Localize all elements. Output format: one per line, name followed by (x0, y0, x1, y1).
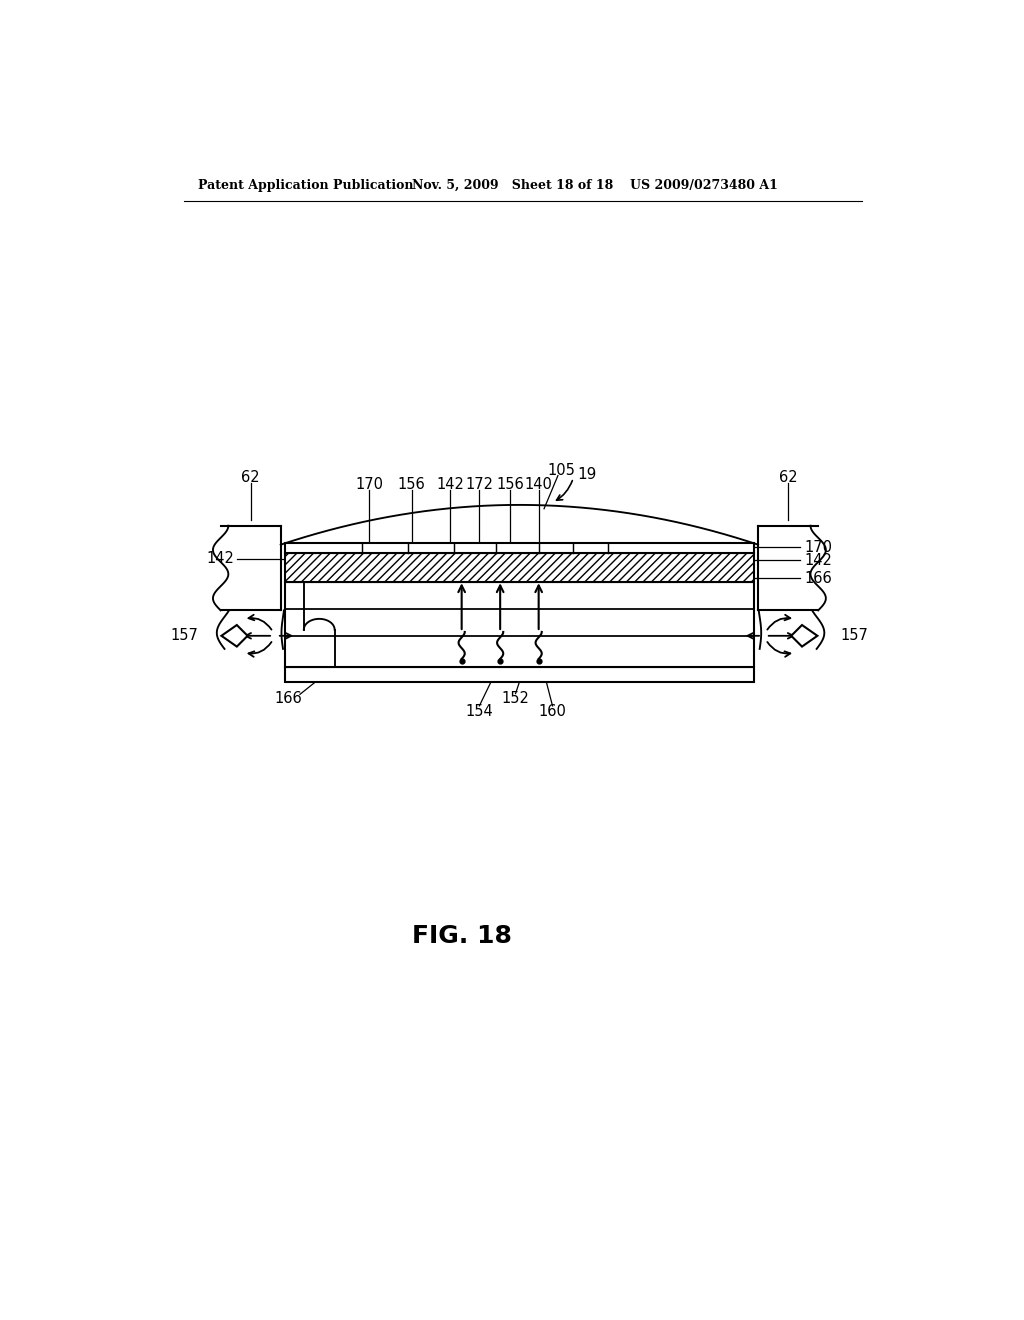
Polygon shape (792, 626, 817, 647)
Text: 140: 140 (524, 478, 553, 492)
Text: 157: 157 (841, 628, 868, 643)
Text: Patent Application Publication: Patent Application Publication (199, 178, 414, 191)
Text: 142: 142 (804, 553, 833, 568)
Text: 172: 172 (465, 478, 494, 492)
Bar (285, 582, 755, 667)
Text: 160: 160 (539, 704, 566, 719)
Polygon shape (221, 626, 248, 647)
Text: 156: 156 (497, 478, 524, 492)
Text: 170: 170 (804, 540, 833, 554)
Text: 142: 142 (436, 478, 464, 492)
Bar (285, 544, 755, 553)
Text: US 2009/0273480 A1: US 2009/0273480 A1 (630, 178, 777, 191)
Text: FIG. 18: FIG. 18 (412, 924, 512, 948)
Text: 62: 62 (779, 470, 798, 486)
Text: 19: 19 (578, 466, 597, 482)
Text: Nov. 5, 2009   Sheet 18 of 18: Nov. 5, 2009 Sheet 18 of 18 (412, 178, 612, 191)
Bar (285, 667, 755, 682)
Text: 152: 152 (502, 692, 529, 706)
Text: 105: 105 (548, 463, 575, 478)
Text: 170: 170 (355, 478, 383, 492)
Text: 166: 166 (804, 570, 833, 586)
Text: 156: 156 (397, 478, 426, 492)
Text: 157: 157 (170, 628, 199, 643)
Text: 142: 142 (207, 552, 234, 566)
Text: 62: 62 (242, 470, 260, 486)
Text: 166: 166 (274, 692, 302, 706)
Text: 154: 154 (466, 704, 494, 719)
Bar (285, 553, 755, 582)
